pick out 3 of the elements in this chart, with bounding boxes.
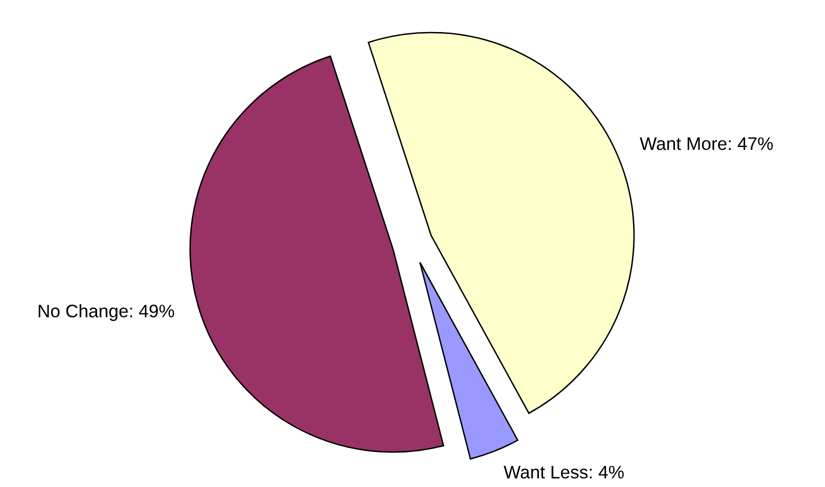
slice-label: Want More: 47% bbox=[640, 137, 773, 150]
slice-label: No Change: 49% bbox=[38, 304, 174, 321]
slice-label: Want Less: 4% bbox=[504, 466, 624, 479]
